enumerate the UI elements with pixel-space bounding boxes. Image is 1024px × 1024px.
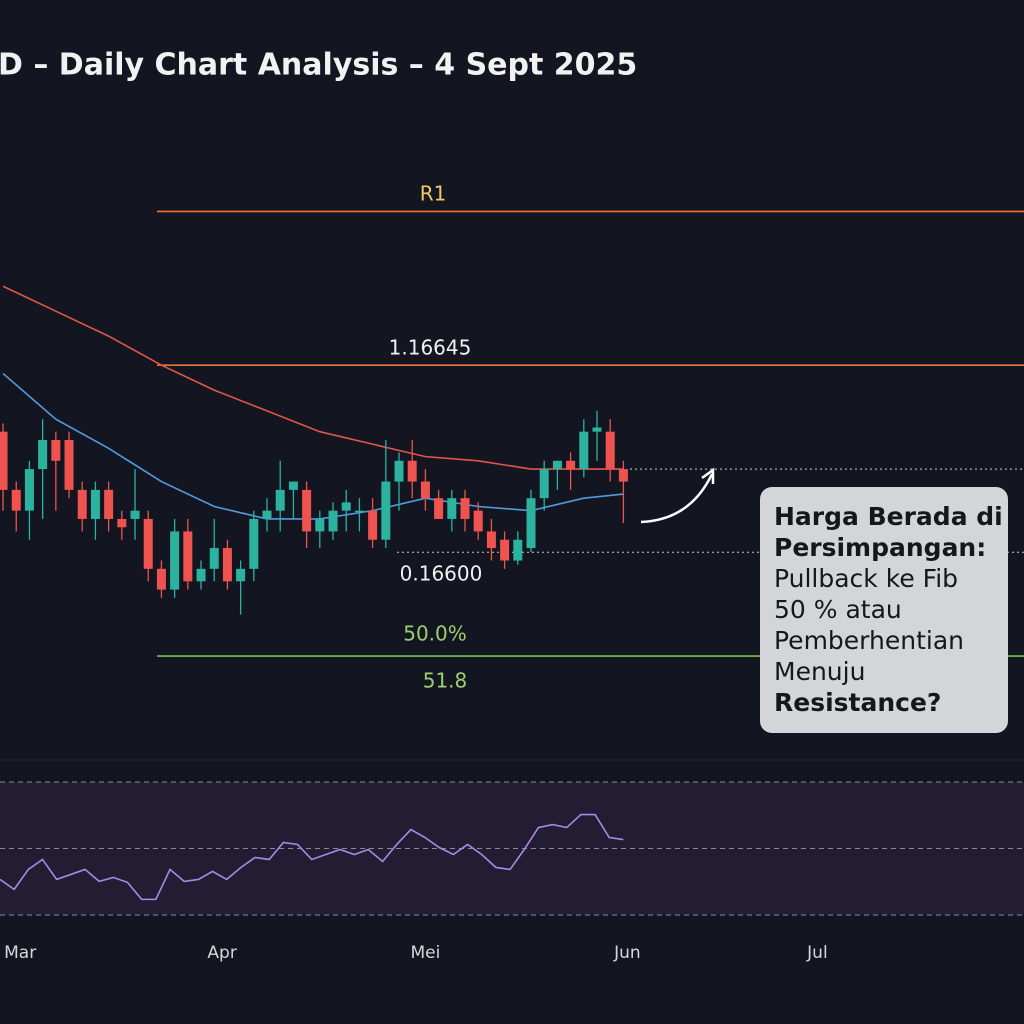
- candle-body: [579, 431, 589, 470]
- moving-average: [2, 285, 624, 470]
- candle-body: [513, 539, 523, 561]
- candle-body: [407, 460, 417, 482]
- candle-body: [24, 469, 34, 511]
- annotation: 51.8: [423, 669, 468, 693]
- callout-line: Harga Berada di: [774, 502, 1003, 531]
- candle-body: [236, 568, 246, 582]
- callout-line: Resistance?: [774, 688, 942, 717]
- candle-body: [539, 469, 549, 499]
- x-tick-label: Jun: [613, 943, 641, 963]
- candle-body: [143, 518, 153, 569]
- candle-body: [117, 518, 127, 528]
- candle-body: [209, 548, 219, 569]
- arrow-head: [701, 467, 715, 484]
- candle-body: [368, 510, 378, 540]
- candle-body: [447, 498, 457, 519]
- candle-body: [354, 510, 364, 513]
- x-tick-label: Jul: [806, 943, 828, 963]
- x-tick-label: Apr: [207, 943, 236, 963]
- candle-body: [328, 510, 338, 532]
- candle-body: [381, 481, 391, 540]
- candle-body: [288, 481, 298, 490]
- candle-body: [315, 518, 325, 532]
- candle-body: [341, 502, 351, 511]
- candle-body: [51, 440, 61, 461]
- annotation: 1.16645: [389, 336, 472, 360]
- callout-line: Pemberhentian: [774, 626, 964, 655]
- candle-body: [249, 518, 259, 569]
- annotation: 0.16600: [400, 562, 483, 586]
- callout-line: 50 % atau: [774, 595, 902, 624]
- candle-body: [592, 427, 602, 432]
- candle-body: [196, 568, 206, 582]
- candle-body: [38, 440, 48, 470]
- candle-body: [394, 460, 404, 482]
- candle-body: [473, 510, 483, 532]
- candle-body: [302, 489, 312, 532]
- candle-body: [11, 489, 21, 511]
- candle-body: [500, 539, 510, 561]
- annotation: R1: [420, 182, 447, 206]
- candle-body: [605, 431, 615, 470]
- candle-body: [222, 548, 232, 582]
- callout: Harga Berada di Persimpangan: Pullback k…: [760, 487, 1008, 733]
- candle-body: [90, 489, 100, 519]
- candle-body: [183, 531, 193, 582]
- candle-body: [618, 469, 628, 482]
- callout-line: Persimpangan:: [774, 533, 987, 562]
- annotation: 50.0%: [403, 622, 467, 646]
- rsi-panel: [0, 782, 1024, 915]
- candle-body: [460, 498, 470, 519]
- candle-body: [526, 498, 536, 549]
- x-tick-label: Mei: [410, 943, 440, 963]
- candle-body: [64, 440, 74, 490]
- candle-body: [420, 481, 430, 499]
- candle-body: [104, 489, 114, 519]
- candle-body: [486, 531, 496, 549]
- candle-body: [77, 489, 87, 519]
- x-tick-label: Mar: [4, 943, 36, 963]
- candle-body: [552, 460, 562, 470]
- callout-line: Menuju: [774, 657, 866, 686]
- candle-body: [156, 568, 166, 590]
- chart-title: D – Daily Chart Analysis – 4 Sept 2025: [0, 48, 637, 83]
- rsi-line: [0, 813, 624, 901]
- arrow: [640, 473, 714, 524]
- candle-body: [262, 510, 272, 519]
- candle-body: [275, 489, 285, 511]
- candle-body: [566, 460, 576, 470]
- candle-body: [434, 498, 444, 519]
- candle-body: [170, 531, 180, 590]
- candle-body: [130, 510, 140, 519]
- callout-line: Pullback ke Fib: [774, 564, 959, 593]
- candle-body: [0, 431, 8, 490]
